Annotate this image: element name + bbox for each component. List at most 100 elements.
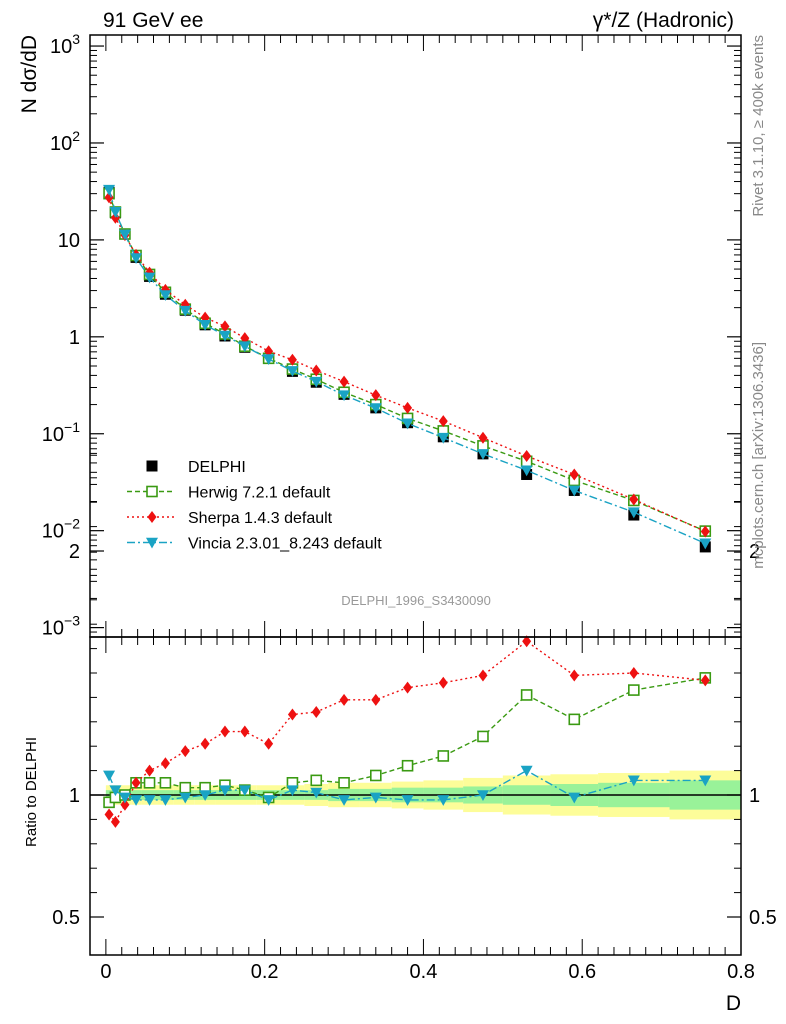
ratio-point [520, 765, 533, 777]
main-point [287, 353, 297, 366]
ratio-y-tick-label-right: 1 [749, 785, 760, 807]
main-y-tick-label: 103 [50, 31, 80, 58]
ratio-point [143, 776, 156, 789]
ratio-point [118, 792, 131, 804]
ratio-point [310, 787, 323, 799]
ratio-panel: 0.5 0.5 1 1 2 2 0 0.2 0.4 0.6 0.8 [52, 452, 777, 983]
main-y-tick-label: 102 [50, 128, 80, 155]
main-point [159, 290, 172, 302]
ratio-point [159, 795, 172, 806]
ratio-point [569, 669, 579, 682]
ratio-point [700, 674, 710, 687]
ratio-point [476, 790, 489, 801]
ratio-point [179, 781, 192, 794]
main-y-tick-label: 10−1 [42, 419, 80, 446]
main-point [310, 376, 323, 388]
ratio-y-tick-label-left: 1 [69, 785, 80, 807]
ratio-point [401, 795, 414, 806]
ratio-point [371, 693, 381, 706]
ratio-point [339, 693, 349, 706]
main-point [476, 449, 489, 460]
ratio-y-tick-label-right: 2 [749, 541, 760, 563]
main-point [109, 206, 122, 218]
main-point [338, 390, 351, 402]
ratio-point [159, 776, 172, 789]
main-series-line-1 [108, 193, 706, 532]
ratio-point [369, 792, 382, 804]
main-point [522, 449, 532, 462]
ratio-point [131, 776, 141, 789]
main-point [104, 191, 114, 204]
ratio-plot-frame [89, 636, 742, 956]
main-point [478, 431, 488, 444]
main-point [286, 366, 299, 377]
main-point [699, 538, 712, 550]
ratio-point [179, 792, 192, 804]
main-x-ticks [105, 35, 742, 637]
ratio-point [200, 737, 210, 750]
main-point [339, 375, 349, 388]
ratio-series-line-0 [108, 677, 706, 803]
main-point [110, 211, 120, 224]
ratio-point [240, 725, 250, 738]
ratio-point [110, 815, 120, 828]
ratio-point [120, 798, 130, 811]
ratio-point [262, 795, 275, 806]
main-point [311, 364, 321, 377]
main-y-tick-label: 10 [58, 230, 80, 252]
ratio-point [218, 785, 231, 797]
main-point [568, 485, 581, 497]
main-point [199, 320, 212, 331]
side-label-mcplots: mcplots.cern.ch [arXiv:1306.3436] [750, 342, 767, 569]
ratio-point [145, 764, 155, 777]
ratio-y-axis-label: Ratio to DELPHI [23, 737, 40, 847]
legend-label: Herwig 7.2.1 default [188, 485, 331, 502]
main-point [371, 389, 381, 402]
x-tick-label: 0 [100, 961, 111, 983]
ratio-point [437, 795, 450, 806]
side-label-rivet: Rivet 3.1.10, ≥ 400k events [750, 35, 767, 217]
ratio-series-2 [103, 765, 712, 806]
ratio-point [437, 750, 450, 762]
x-axis-label: D [726, 992, 741, 1015]
ratio-series-line-1 [108, 640, 706, 824]
header-right: γ*/Z (Hadronic) [593, 9, 734, 32]
main-series-layer [103, 184, 712, 553]
ratio-point [438, 676, 448, 689]
legend-marker [146, 485, 158, 498]
legend-marker [146, 460, 158, 472]
main-point [218, 330, 231, 342]
ratio-point [310, 774, 323, 787]
ratio-point [180, 745, 190, 758]
analysis-id-label: DELPHI_1996_S3430090 [341, 593, 491, 608]
legend-entry-1: Herwig 7.2.1 default [127, 485, 331, 502]
main-series-3 [103, 184, 712, 550]
legend-entry-2: Sherpa 1.4.3 default [127, 510, 333, 527]
main-point [629, 493, 639, 506]
ratio-y-tick-label-left: 0.5 [52, 907, 80, 929]
legend-marker [146, 537, 158, 549]
main-point [240, 332, 250, 345]
main-point [262, 354, 275, 366]
legend-label: Sherpa 1.4.3 default [188, 510, 333, 527]
ratio-point [568, 713, 581, 726]
main-point [369, 403, 382, 415]
ratio-point [143, 795, 156, 806]
ratio-point [160, 757, 170, 770]
main-point [627, 507, 640, 519]
ratio-point [264, 737, 274, 750]
main-point [220, 320, 230, 333]
main-point [238, 341, 251, 353]
main-point [130, 253, 143, 265]
ratio-y-tick-label-right: 0.5 [749, 907, 777, 929]
ratio-series-layer [103, 635, 712, 828]
legend-entry-3: Vincia 2.3.01_8.243 default [127, 536, 382, 553]
legend-label: DELPHI [188, 459, 246, 476]
x-tick-label: 0.6 [568, 961, 596, 983]
main-series-line-3 [108, 189, 706, 545]
main-y-tick-label: 10−2 [42, 516, 80, 543]
main-point [179, 305, 192, 317]
ratio-point [287, 708, 297, 721]
ratio-point [199, 790, 212, 801]
